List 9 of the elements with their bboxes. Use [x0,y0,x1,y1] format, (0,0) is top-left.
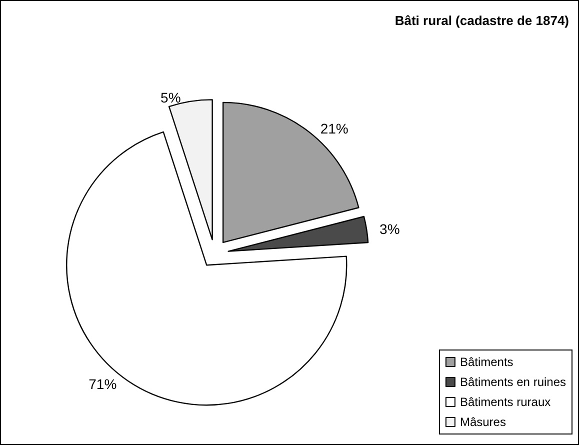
data-label: 5% [160,89,181,106]
data-label: 71% [88,376,117,392]
legend-label: Bâtiments [460,355,514,369]
legend-label: Bâtiments en ruines [460,375,566,389]
data-label: 3% [380,220,400,237]
chart-title: Bâti rural (cadastre de 1874) [394,13,570,28]
legend-label: Mâsures [460,415,506,429]
legend-label: Bâtiments ruraux [460,395,551,409]
data-label: 21% [320,120,348,137]
